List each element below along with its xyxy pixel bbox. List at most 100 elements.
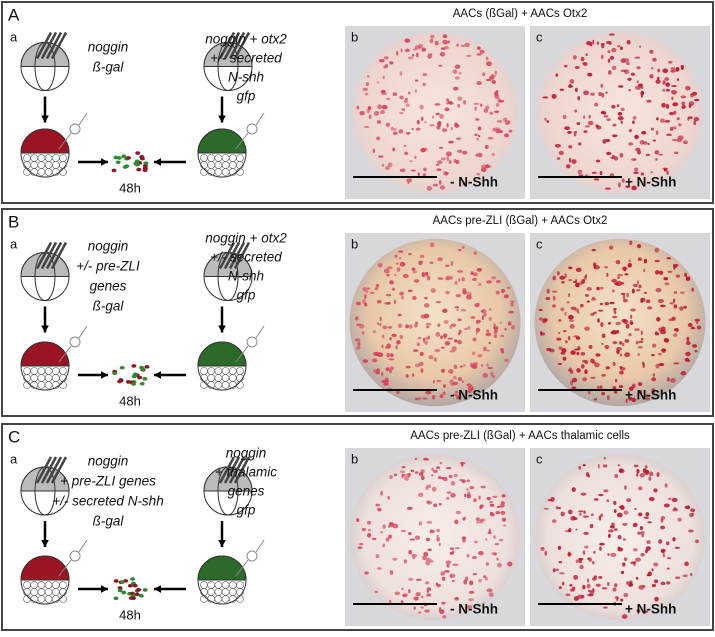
stained-cell bbox=[385, 165, 390, 171]
stained-cell bbox=[444, 107, 450, 112]
stained-cell bbox=[583, 61, 588, 67]
cut-embryo bbox=[20, 325, 88, 391]
stained-cell bbox=[436, 168, 442, 171]
stained-cell bbox=[559, 572, 565, 575]
stained-cell bbox=[414, 155, 417, 159]
stained-cell bbox=[472, 572, 477, 576]
stained-cell bbox=[452, 69, 458, 74]
stained-cell bbox=[618, 182, 621, 188]
stained-cell bbox=[611, 329, 618, 335]
sub-label: a bbox=[10, 29, 18, 44]
stained-cell bbox=[452, 579, 455, 583]
stained-cell bbox=[552, 275, 557, 281]
stained-cell bbox=[607, 58, 611, 63]
stained-cell bbox=[399, 261, 406, 267]
stained-cell bbox=[607, 322, 612, 325]
needle bbox=[50, 456, 68, 484]
stained-cell bbox=[446, 122, 449, 128]
panel: Ca 48h noggin + pre-ZLI genes +/- secreted N… bbox=[1, 423, 714, 631]
stained-cell bbox=[415, 592, 421, 597]
stained-cell bbox=[633, 283, 638, 288]
stained-cell bbox=[389, 280, 394, 285]
time-label: 48h bbox=[119, 393, 141, 408]
stained-cell bbox=[494, 127, 500, 130]
stained-cell bbox=[454, 122, 458, 128]
stained-cell bbox=[643, 268, 646, 273]
needle bbox=[218, 241, 236, 270]
stained-cell bbox=[620, 570, 625, 574]
stained-cell bbox=[583, 115, 586, 119]
mixed-cell bbox=[144, 364, 150, 369]
stained-cell bbox=[418, 492, 424, 498]
stained-cell bbox=[601, 373, 606, 377]
stained-cell bbox=[423, 551, 429, 557]
stained-cell bbox=[606, 118, 611, 121]
stained-cell bbox=[367, 520, 371, 525]
stained-cell bbox=[574, 109, 578, 113]
stained-cell bbox=[614, 583, 618, 588]
stained-cell bbox=[476, 81, 482, 86]
stained-cell bbox=[587, 593, 594, 597]
stained-cell bbox=[420, 475, 425, 481]
stained-cell bbox=[364, 293, 367, 299]
stained-cell bbox=[437, 160, 443, 164]
stained-cell bbox=[612, 587, 617, 592]
stained-cell bbox=[433, 469, 438, 473]
stained-cell bbox=[398, 250, 404, 253]
stained-cell bbox=[600, 110, 605, 115]
needle bbox=[223, 31, 241, 60]
stained-cell bbox=[576, 351, 580, 356]
stained-cell bbox=[356, 518, 360, 523]
stained-cell bbox=[414, 457, 418, 461]
stained-cell bbox=[401, 587, 404, 591]
stained-cell bbox=[608, 33, 615, 36]
stained-cell bbox=[417, 397, 421, 401]
stained-cell bbox=[614, 473, 619, 479]
stained-cell bbox=[654, 596, 659, 602]
stained-cell bbox=[567, 293, 571, 298]
right-condition: N-shh bbox=[228, 269, 264, 284]
stained-cell bbox=[404, 48, 410, 53]
stained-cell bbox=[418, 43, 423, 49]
stained-cell bbox=[389, 570, 394, 575]
stained-cell bbox=[464, 493, 467, 498]
stained-cell bbox=[488, 316, 492, 321]
stained-cell bbox=[450, 481, 455, 486]
stained-cell bbox=[427, 335, 430, 339]
stained-cell bbox=[401, 295, 404, 300]
animal-cap bbox=[20, 555, 70, 581]
stained-cell bbox=[648, 471, 654, 477]
stained-cell bbox=[359, 323, 365, 329]
stained-cell bbox=[485, 78, 492, 82]
stained-cell bbox=[389, 522, 394, 526]
stained-cell bbox=[664, 483, 668, 488]
stained-cell bbox=[599, 385, 603, 391]
stained-cell bbox=[596, 286, 600, 291]
stained-cell bbox=[429, 124, 435, 127]
stained-cell bbox=[394, 273, 397, 277]
stained-cell bbox=[473, 272, 478, 277]
stained-cell bbox=[583, 510, 586, 514]
stained-cell bbox=[571, 377, 578, 383]
panel-label: B bbox=[8, 212, 19, 231]
stained-cell bbox=[562, 114, 567, 120]
stained-cell bbox=[658, 270, 663, 275]
stained-cell bbox=[560, 351, 566, 355]
stained-cell bbox=[660, 349, 667, 352]
stained-cell bbox=[380, 531, 384, 534]
stained-cell bbox=[625, 398, 628, 403]
stained-cell bbox=[446, 156, 450, 161]
stained-cell bbox=[493, 326, 499, 330]
stained-cell bbox=[430, 288, 436, 293]
mixed-cell bbox=[139, 381, 145, 386]
stained-cell bbox=[576, 122, 581, 125]
stained-cell bbox=[578, 510, 584, 513]
stained-cell bbox=[643, 516, 649, 520]
stained-cell bbox=[623, 510, 629, 515]
stained-cell bbox=[606, 499, 610, 503]
stained-cell bbox=[485, 562, 490, 566]
stained-cell bbox=[675, 66, 680, 72]
stained-cell bbox=[385, 537, 390, 542]
needle bbox=[45, 241, 63, 270]
stained-cell bbox=[447, 40, 451, 44]
